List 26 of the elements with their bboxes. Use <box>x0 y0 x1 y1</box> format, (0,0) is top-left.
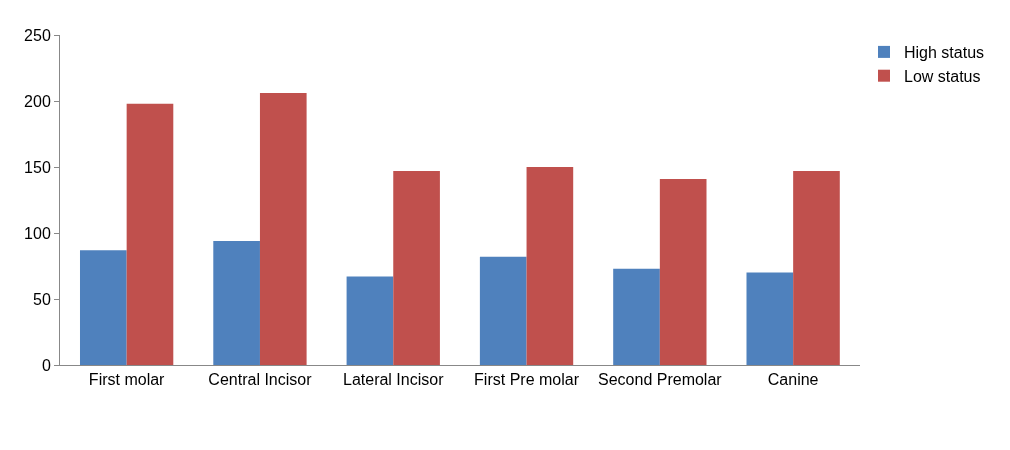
y-tick-label: 50 <box>33 290 51 308</box>
x-tick-label: First Pre molar <box>474 371 580 389</box>
bar <box>479 256 527 365</box>
bar <box>746 272 794 365</box>
bar <box>213 240 260 365</box>
bar <box>659 178 707 365</box>
bar <box>393 170 440 365</box>
y-tick-label: 0 <box>41 356 51 374</box>
x-tick-label: Central Incisor <box>208 371 313 389</box>
bar <box>79 250 127 365</box>
x-tick-label: Lateral Incisor <box>343 371 445 389</box>
bar <box>126 103 174 365</box>
legend-label: High status <box>904 44 985 62</box>
legend-label: Low status <box>904 67 981 85</box>
x-tick-label: First molar <box>88 371 166 389</box>
y-tick-label: 200 <box>24 92 51 110</box>
x-tick-label: Second Premolar <box>598 371 723 389</box>
bar <box>613 268 660 365</box>
bar <box>793 170 840 365</box>
bar <box>346 276 394 365</box>
y-tick-label: 250 <box>24 26 51 44</box>
bar <box>526 167 574 365</box>
y-tick-label: 150 <box>24 158 51 176</box>
bar <box>259 93 307 365</box>
x-tick-label: Canine <box>767 371 819 389</box>
y-tick-label: 100 <box>24 224 51 242</box>
